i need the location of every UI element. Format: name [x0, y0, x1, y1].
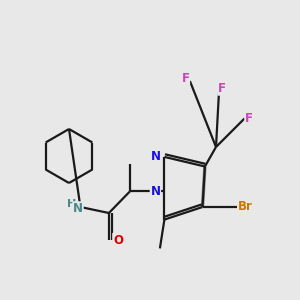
Text: N: N — [73, 202, 83, 215]
Text: O: O — [113, 233, 123, 247]
Text: F: F — [245, 112, 253, 125]
Text: H: H — [67, 199, 77, 209]
Text: N: N — [150, 185, 161, 198]
Text: F: F — [182, 71, 189, 85]
Text: N: N — [150, 150, 161, 164]
Text: Br: Br — [238, 200, 253, 214]
Text: F: F — [218, 82, 226, 95]
